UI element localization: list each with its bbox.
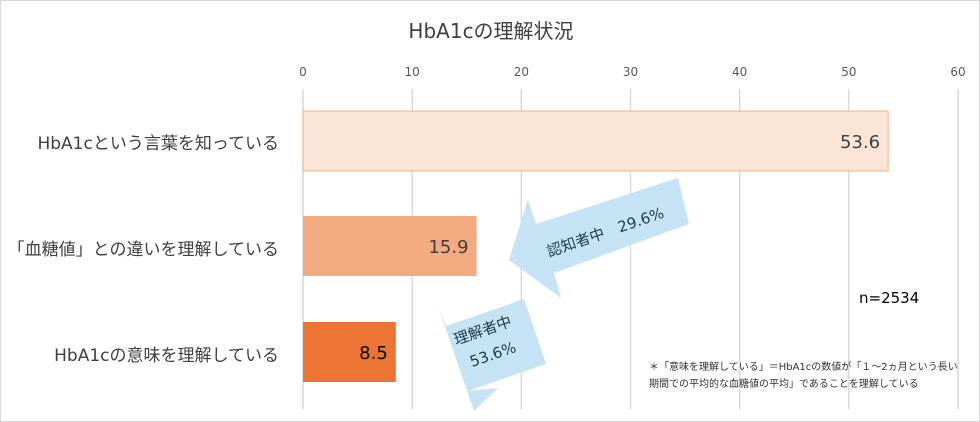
tick-label: 0: [299, 65, 307, 79]
data-label: 8.5: [359, 343, 388, 364]
data-label: 53.6: [840, 132, 880, 153]
arrow-callout: [438, 299, 546, 411]
bar: [302, 110, 889, 172]
tick-label: 20: [514, 65, 529, 79]
tick-label: 30: [623, 65, 638, 79]
footnote-line: ＊「意味を理解している」＝HbA1cの数値が「１～2ヵ月という長い: [649, 362, 958, 373]
tick-label: 10: [405, 65, 420, 79]
category-label: HbA1cの意味を理解している: [54, 346, 279, 366]
tick-label: 60: [950, 65, 965, 79]
bar: [303, 322, 396, 382]
sample-size: n=2534: [859, 289, 920, 307]
footnote-line: 期間での平均的な血糖値の平均」であることを理解している: [649, 379, 919, 390]
tick-label: 40: [732, 65, 747, 79]
category-label: 「血糖値」との違いを理解している: [7, 240, 279, 260]
footnote: ＊「意味を理解している」＝HbA1cの数値が「１～2ヵ月という長い 期間での平均…: [649, 359, 958, 393]
arrow-callout: [509, 178, 689, 298]
tick-label: 50: [841, 65, 856, 79]
bar: [303, 216, 477, 276]
category-label: HbA1cという言葉を知っている: [37, 134, 279, 154]
data-label: 15.9: [428, 237, 468, 258]
chart-title: HbA1cの理解状況: [408, 19, 574, 43]
